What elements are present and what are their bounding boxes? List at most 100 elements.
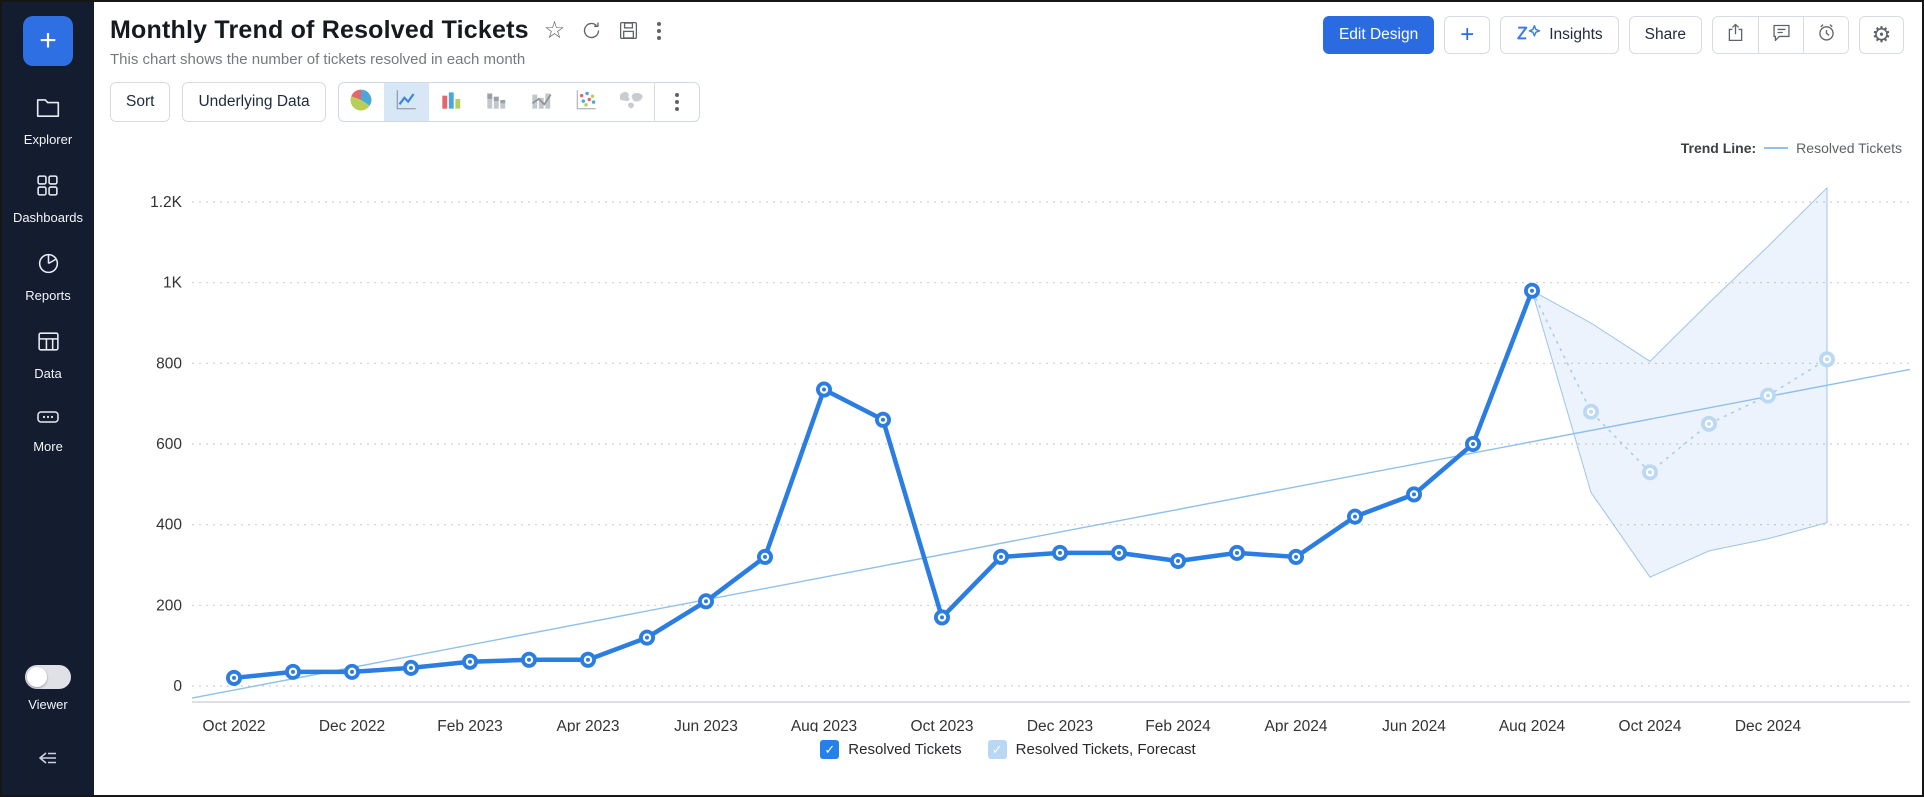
data-point-core	[1117, 550, 1121, 555]
bar-chart-color-icon	[438, 87, 464, 118]
export-button[interactable]	[1713, 17, 1758, 53]
grid-icon	[35, 173, 60, 203]
share-button[interactable]: Share	[1628, 16, 1702, 54]
insights-label: Insights	[1549, 26, 1603, 43]
refresh-icon[interactable]	[581, 20, 602, 41]
data-point-core	[586, 657, 590, 662]
trend-line-legend: Trend Line: Resolved Tickets	[1681, 140, 1902, 156]
data-point-core	[1176, 558, 1180, 563]
settings-button[interactable]: ⚙	[1859, 16, 1904, 54]
legend-item-resolved-tickets[interactable]: ✓ Resolved Tickets	[820, 740, 962, 759]
collapse-arrow-icon	[35, 752, 61, 772]
data-point-core	[1471, 442, 1475, 447]
comment-icon	[1771, 22, 1792, 48]
chart-svg: 0 200 400 600 800 1K 1.2K Oct 2022 Dec 2022 Feb 2…	[150, 186, 1911, 732]
sidebar: + Explorer Dashboards Reports Data	[2, 2, 94, 795]
x-tick-label: Oct 2023	[911, 718, 974, 732]
y-tick-label: 400	[156, 517, 182, 534]
trend-line-label: Trend Line:	[1680, 140, 1757, 156]
alerts-button[interactable]	[1803, 17, 1848, 53]
chart-type-scatter[interactable]	[564, 83, 609, 121]
edit-design-button[interactable]: Edit Design	[1322, 16, 1435, 54]
x-tick-label: Apr 2023	[557, 718, 620, 732]
x-tick-label: Dec 2022	[319, 718, 385, 732]
favorite-star-icon[interactable]: ☆	[543, 16, 566, 44]
resolved-tickets-line	[231, 288, 1535, 681]
toggle-knob	[27, 667, 47, 687]
add-button[interactable]: +	[1444, 16, 1491, 54]
x-tick-label: Dec 2024	[1735, 718, 1802, 732]
line-chart-icon	[393, 87, 419, 118]
alarm-clock-icon	[1816, 22, 1837, 48]
y-tick-label: 200	[156, 597, 182, 614]
report-description: This chart shows the number of tickets r…	[110, 51, 526, 68]
save-icon[interactable]	[618, 20, 639, 41]
x-tick-label: Aug 2023	[791, 718, 857, 732]
data-point-core	[1589, 409, 1593, 414]
sidebar-item-explorer[interactable]: Explorer	[24, 96, 72, 147]
sidebar-item-data[interactable]: Data	[34, 329, 62, 381]
pie-chart-color-icon	[348, 87, 374, 118]
chart-type-pie[interactable]	[339, 83, 384, 121]
series-legend: ✓ Resolved Tickets ✓ Resolved Tickets, F…	[94, 740, 1922, 759]
chart-type-bar[interactable]	[429, 83, 474, 121]
x-tick-label: Oct 2022	[203, 718, 266, 732]
x-tick-label: Aug 2024	[1499, 718, 1566, 732]
data-point-core	[1707, 421, 1711, 426]
pie-chart-icon	[36, 251, 61, 281]
y-tick-label: 800	[156, 355, 182, 372]
sidebar-item-reports[interactable]: Reports	[25, 251, 71, 303]
sidebar-item-more[interactable]: More	[33, 407, 63, 454]
bar-line-gray-icon	[528, 87, 554, 118]
data-point-core	[822, 387, 826, 392]
data-point-core	[999, 554, 1003, 559]
chart-type-map[interactable]	[609, 83, 654, 121]
chart-type-combo[interactable]	[519, 83, 564, 121]
sort-button[interactable]: Sort	[110, 82, 171, 122]
data-point-core	[1530, 288, 1534, 293]
data-point-core	[527, 657, 531, 662]
data-point-core	[1412, 492, 1416, 497]
x-tick-label: Jun 2024	[1382, 718, 1446, 732]
gear-icon: ⚙	[1871, 22, 1892, 47]
data-point-core	[1825, 357, 1829, 362]
chart-type-line-selected[interactable]	[383, 83, 429, 121]
data-point-core	[232, 675, 236, 680]
x-tick-label: Feb 2024	[1145, 718, 1211, 732]
table-icon	[36, 329, 61, 359]
sidebar-item-label: Data	[34, 366, 62, 381]
data-point-core	[940, 615, 944, 620]
more-chart-types-button[interactable]	[653, 83, 699, 121]
export-icon	[1725, 22, 1746, 48]
sidebar-bottom: Viewer	[25, 665, 71, 795]
x-tick-label: Jun 2023	[674, 718, 738, 732]
secondary-actions-group	[1712, 16, 1849, 54]
viewer-mode-toggle[interactable]	[25, 665, 71, 689]
title-more-options-icon[interactable]	[655, 20, 663, 42]
comments-button[interactable]	[1758, 17, 1803, 53]
sidebar-item-dashboards[interactable]: Dashboards	[13, 173, 83, 225]
data-point-core	[1353, 514, 1357, 519]
world-map-gray-icon	[617, 88, 645, 117]
legend-item-forecast[interactable]: ✓ Resolved Tickets, Forecast	[987, 740, 1196, 759]
chart-type-stacked-bar[interactable]	[474, 83, 519, 121]
x-tick-label: Dec 2023	[1027, 718, 1093, 732]
y-tick-label: 1K	[163, 275, 183, 292]
create-new-button[interactable]: +	[23, 16, 73, 66]
x-tick-label: Apr 2024	[1265, 718, 1328, 732]
collapse-sidebar-button[interactable]	[35, 748, 61, 773]
underlying-data-button[interactable]: Underlying Data	[182, 82, 326, 122]
data-point-core	[1648, 470, 1652, 475]
legend-checkbox-checked[interactable]: ✓	[820, 740, 840, 759]
y-tick-label: 0	[173, 678, 182, 695]
zia-icon	[1516, 24, 1542, 47]
trend-line-series-name: Resolved Tickets	[1796, 140, 1902, 156]
data-point-core	[1766, 393, 1770, 398]
legend-label: Resolved Tickets, Forecast	[1015, 741, 1196, 758]
data-point-core	[645, 635, 649, 640]
legend-checkbox-checked-light[interactable]: ✓	[987, 740, 1007, 759]
data-point-core	[1235, 550, 1239, 555]
chart-type-selector	[337, 82, 700, 122]
zia-insights-button[interactable]: Insights	[1500, 16, 1619, 54]
